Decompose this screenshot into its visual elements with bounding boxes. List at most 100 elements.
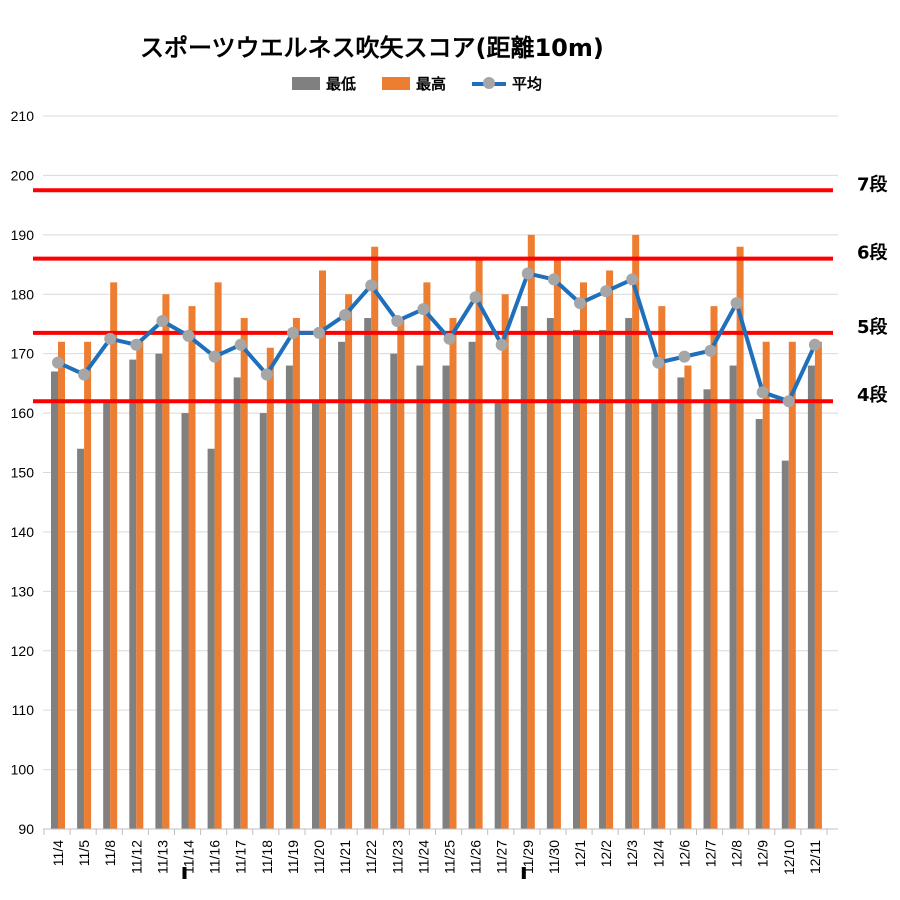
bar-min — [755, 419, 763, 829]
bar-min — [729, 365, 737, 829]
x-tick-label: 11/29 — [520, 840, 536, 874]
x-tick-label: 11/27 — [494, 840, 510, 874]
reference-label: 4段 — [857, 384, 889, 406]
average-line — [52, 267, 821, 408]
bar-min — [207, 448, 215, 829]
bar-min — [103, 401, 111, 829]
bar-max — [658, 306, 666, 830]
average-point — [704, 344, 717, 357]
bar-min — [468, 341, 476, 829]
legend-label-min: 最低 — [326, 74, 357, 93]
x-tick-label: 11/21 — [337, 840, 353, 874]
bar-min — [285, 365, 293, 829]
y-tick-label: 140 — [11, 524, 35, 540]
x-tick-label: 11/22 — [363, 840, 379, 874]
bar-min — [312, 401, 319, 829]
bar-min — [364, 318, 372, 829]
average-point — [495, 338, 508, 351]
average-point — [104, 332, 117, 345]
y-tick-label: 180 — [11, 286, 35, 302]
bar-max — [214, 282, 222, 829]
x-tick-label: 11/16 — [207, 840, 223, 874]
bar-max — [292, 318, 300, 829]
bar-min — [703, 389, 711, 829]
x-tick-label: 11/24 — [415, 840, 431, 874]
bar-max — [580, 282, 587, 829]
bar-min — [442, 365, 450, 829]
bar-max — [814, 341, 822, 829]
x-tick-label: 11/14 — [181, 840, 197, 874]
bar-min — [599, 329, 607, 829]
bar-max — [110, 282, 118, 829]
legend-label-max: 最高 — [416, 74, 447, 93]
bar-max — [371, 246, 379, 829]
x-tick-label: 11/23 — [389, 840, 405, 874]
x-tick-label: 11/26 — [468, 840, 484, 874]
bar-min — [259, 413, 267, 829]
x-tick-label: 11/17 — [233, 840, 249, 874]
x-tick-label: 12/9 — [755, 840, 771, 867]
bar-min — [129, 359, 137, 829]
y-tick-label: 100 — [11, 762, 35, 778]
legend-swatch-min — [292, 76, 320, 90]
reference-label: 7段 — [857, 173, 889, 195]
x-tick-label: 11/12 — [128, 840, 144, 874]
legend-label-avg: 平均 — [512, 74, 543, 93]
bar-min — [77, 448, 85, 829]
bar-min — [51, 371, 58, 829]
bar-min — [651, 401, 659, 829]
average-point — [365, 279, 378, 292]
average-point — [547, 273, 560, 286]
bar-min — [807, 365, 815, 829]
legend-swatch-max — [382, 76, 411, 90]
y-tick-label: 200 — [11, 167, 35, 183]
reference-label: 6段 — [857, 242, 889, 264]
x-tick-label: 12/3 — [624, 840, 640, 867]
y-tick-label: 130 — [11, 583, 35, 599]
average-point — [260, 368, 273, 381]
bar-max — [553, 258, 561, 830]
x-tick-label: 12/2 — [598, 840, 614, 867]
y-tick-label: 110 — [12, 702, 35, 718]
x-tick-label: 11/13 — [154, 840, 170, 874]
reference-lines: 7段 6段 5段 4段 — [33, 173, 889, 406]
bar-max — [84, 341, 92, 829]
average-series-line — [57, 271, 817, 404]
bars — [51, 234, 822, 830]
x-tick-label: 12/4 — [650, 840, 666, 867]
average-point — [469, 291, 482, 304]
average-point — [678, 350, 691, 363]
x-tick-label: 11/25 — [442, 840, 458, 874]
x-tick-label: 12/1 — [572, 840, 588, 867]
x-tick-label: 11/18 — [259, 840, 275, 874]
x-tick-label: 12/7 — [703, 840, 719, 867]
average-point — [78, 368, 91, 381]
bar-max — [684, 365, 692, 829]
x-tick-label: 12/11 — [807, 840, 823, 874]
x-tick-label: 11/5 — [76, 840, 92, 866]
x-tick-label: 11/19 — [285, 840, 301, 874]
average-point — [652, 356, 665, 369]
x-tick-label: 12/6 — [676, 840, 692, 867]
bar-max — [319, 270, 326, 829]
x-tick-marker — [521, 867, 526, 879]
average-point — [156, 314, 169, 327]
reference-label: 5段 — [857, 316, 889, 338]
x-tick-label: 11/30 — [546, 840, 562, 874]
bar-max — [710, 306, 718, 830]
average-point — [626, 273, 639, 286]
average-point — [808, 338, 821, 351]
bar-min — [625, 318, 633, 829]
average-point — [391, 314, 404, 327]
bar-max — [501, 294, 509, 829]
bar-min — [155, 353, 163, 829]
legend-item-max: 最高 — [382, 73, 446, 94]
bar-max — [449, 318, 457, 829]
legend: 最低 最高 平均 — [292, 72, 542, 94]
bar-min — [520, 306, 528, 830]
x-tick-label: 12/10 — [781, 840, 797, 875]
average-point — [417, 303, 430, 316]
bar-min — [338, 341, 346, 829]
bar-max — [58, 341, 65, 829]
bar-max — [475, 258, 483, 830]
